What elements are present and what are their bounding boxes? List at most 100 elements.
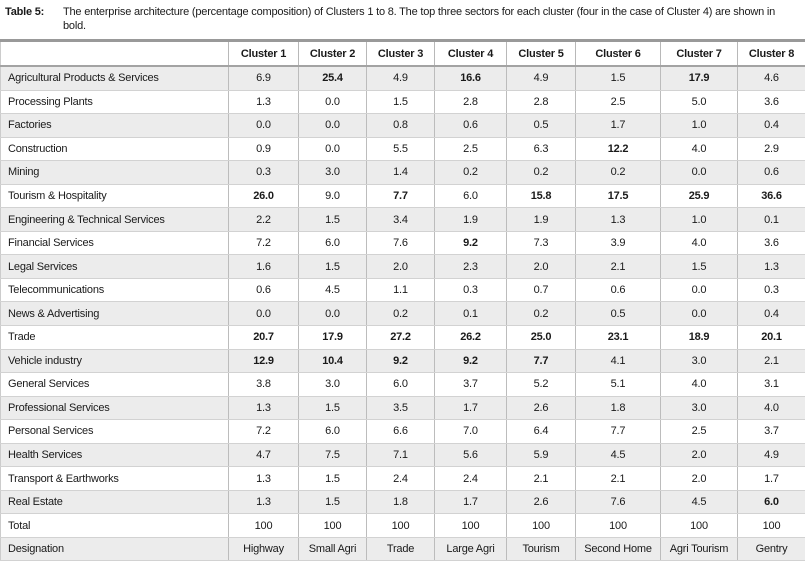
value-cell: 6.6: [366, 419, 435, 444]
value-cell: 1.9: [506, 207, 576, 232]
value-cell: 9.2: [366, 349, 435, 374]
value-cell: 3.4: [366, 207, 435, 232]
value-cell: 25.0: [506, 325, 576, 350]
value-cell: 100: [366, 513, 435, 538]
row-label: Professional Services: [0, 396, 229, 421]
value-cell: 0.2: [434, 160, 507, 185]
row-label: Designation: [0, 537, 229, 562]
value-cell: 0.0: [660, 160, 738, 185]
row-label: Legal Services: [0, 254, 229, 279]
value-cell: 100: [434, 513, 507, 538]
value-cell: 0.1: [737, 207, 805, 232]
table-row: Legal Services 1.6 1.5 2.0 2.3 2.0 2.1 1.5 1.3: [0, 254, 805, 279]
column-header: Cluster 3: [366, 40, 435, 67]
value-cell: 10.4: [298, 349, 367, 374]
value-cell: 2.4: [434, 466, 507, 491]
value-cell: 1.5: [298, 254, 367, 279]
table-row: Trade 20.7 17.9 27.2 26.2 25.0 23.1 18.9 20.1: [0, 325, 805, 350]
value-cell: 0.3: [228, 160, 299, 185]
value-cell: 0.4: [737, 113, 805, 138]
value-cell: 23.1: [575, 325, 661, 350]
value-cell: 6.0: [298, 419, 367, 444]
value-cell: 15.8: [506, 184, 576, 209]
column-header: Cluster 1: [228, 40, 299, 67]
value-cell: 1.4: [366, 160, 435, 185]
table-row: Real Estate 1.3 1.5 1.8 1.7 2.6 7.6 4.5 6.0: [0, 490, 805, 515]
value-cell: 1.3: [737, 254, 805, 279]
row-label: Agricultural Products & Services: [0, 66, 229, 91]
value-cell: 0.0: [298, 113, 367, 138]
value-cell: 0.0: [228, 301, 299, 327]
value-cell: 4.6: [737, 66, 805, 91]
value-cell: 5.6: [434, 443, 507, 468]
value-cell: 27.2: [366, 325, 435, 350]
value-cell: 0.9: [228, 137, 299, 162]
value-cell: 1.6: [228, 254, 299, 279]
value-cell: 4.5: [575, 443, 661, 468]
value-cell: 6.0: [366, 372, 435, 397]
value-cell: 4.9: [506, 66, 576, 91]
row-label-header: [0, 40, 229, 67]
value-cell: 4.5: [298, 278, 367, 303]
value-cell: 4.7: [228, 443, 299, 468]
value-cell: 7.2: [228, 231, 299, 256]
value-cell: 1.8: [575, 396, 661, 421]
value-cell: 1.3: [228, 490, 299, 515]
value-cell: 100: [228, 513, 299, 538]
value-cell: 2.1: [506, 466, 576, 491]
column-header: Cluster 7: [660, 40, 738, 67]
row-label: Total: [0, 513, 229, 538]
value-cell: 4.5: [660, 490, 738, 515]
value-cell: 5.0: [660, 90, 738, 115]
value-cell: 2.0: [506, 254, 576, 279]
table-row: Processing Plants 1.3 0.0 1.5 2.8 2.8 2.5 5.0 3.…: [0, 90, 805, 115]
value-cell: 0.6: [228, 278, 299, 303]
value-cell: 1.9: [434, 207, 507, 232]
row-label: Processing Plants: [0, 90, 229, 115]
value-cell: 16.6: [434, 66, 507, 91]
value-cell: 2.0: [366, 254, 435, 279]
column-header: Cluster 8: [737, 40, 805, 67]
value-cell: 100: [660, 513, 738, 538]
value-cell: Small Agri: [298, 537, 367, 562]
value-cell: 2.2: [228, 207, 299, 232]
value-cell: 6.3: [506, 137, 576, 162]
column-header: Cluster 5: [506, 40, 576, 67]
value-cell: 5.5: [366, 137, 435, 162]
value-cell: 0.2: [575, 160, 661, 185]
value-cell: 3.1: [737, 372, 805, 397]
value-cell: 4.0: [660, 231, 738, 256]
value-cell: 1.8: [366, 490, 435, 515]
row-label: Tourism & Hospitality: [0, 184, 229, 209]
value-cell: 17.5: [575, 184, 661, 209]
value-cell: 7.5: [298, 443, 367, 468]
value-cell: 7.6: [366, 231, 435, 256]
row-label: Mining: [0, 160, 229, 185]
value-cell: 1.3: [228, 90, 299, 115]
value-cell: 12.2: [575, 137, 661, 162]
table-row: Mining 0.3 3.0 1.4 0.2 0.2 0.2 0.0 0.6: [0, 160, 805, 185]
value-cell: 0.0: [298, 137, 367, 162]
row-label: Health Services: [0, 443, 229, 468]
value-cell: 0.6: [575, 278, 661, 303]
value-cell: 4.9: [366, 66, 435, 91]
value-cell: 1.5: [298, 466, 367, 491]
value-cell: 1.7: [434, 396, 507, 421]
value-cell: 1.7: [434, 490, 507, 515]
value-cell: 17.9: [298, 325, 367, 350]
table-row: Telecommunications 0.6 4.5 1.1 0.3 0.7 0.6 0.0 0…: [0, 278, 805, 303]
value-cell: 12.9: [228, 349, 299, 374]
table-number: Table 5:: [5, 6, 45, 18]
cluster-composition-table: Cluster 1 Cluster 2 Cluster 3 Cluster 4 Clus…: [0, 39, 805, 562]
value-cell: 7.6: [575, 490, 661, 515]
value-cell: 7.0: [434, 419, 507, 444]
value-cell: 2.8: [434, 90, 507, 115]
value-cell: Second Home: [575, 537, 661, 562]
value-cell: 2.1: [575, 254, 661, 279]
value-cell: 3.0: [660, 396, 738, 421]
value-cell: 26.2: [434, 325, 507, 350]
value-cell: 3.8: [228, 372, 299, 397]
value-cell: 1.0: [660, 113, 738, 138]
table-row: Financial Services 7.2 6.0 7.6 9.2 7.3 3.9 4.0 3…: [0, 231, 805, 256]
